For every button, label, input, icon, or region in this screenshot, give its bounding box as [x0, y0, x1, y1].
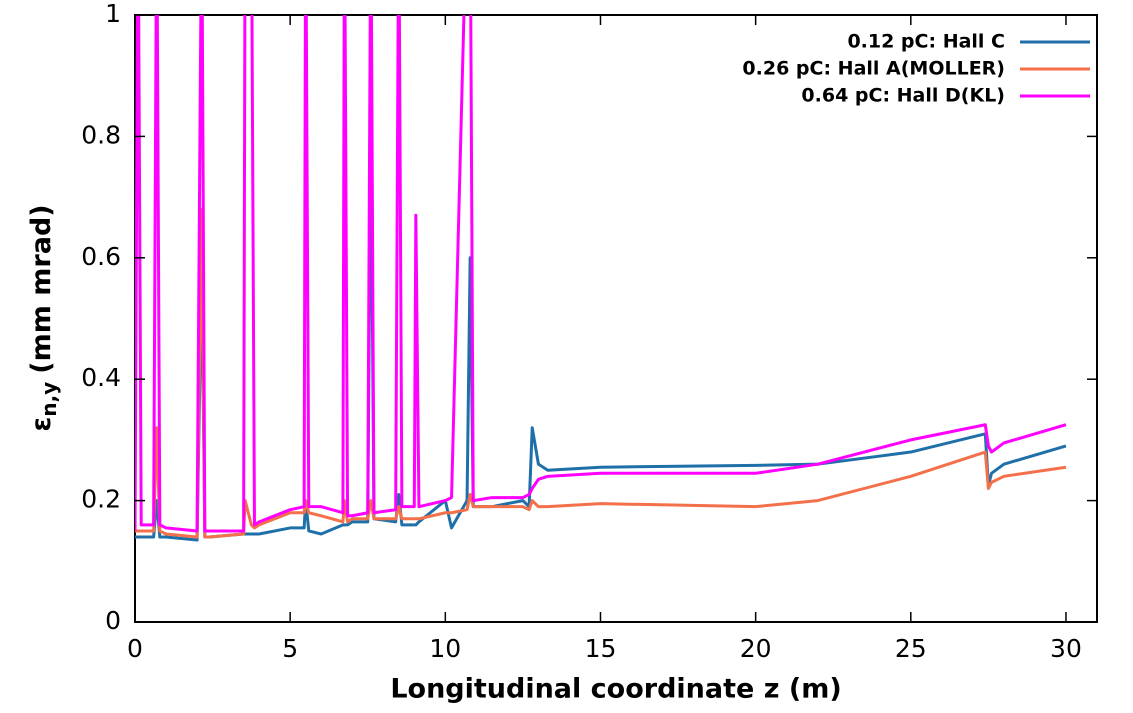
x-tick-label: 10	[429, 634, 461, 663]
series-line	[135, 15, 1067, 533]
x-tick-label: 5	[282, 634, 298, 663]
y-tick-label: 1	[105, 0, 121, 28]
y-tick-label: 0.8	[81, 120, 121, 149]
y-label-unit: (mm mrad)	[26, 204, 57, 373]
y-tick-label: 0.4	[81, 363, 121, 392]
legend-label: 0.12 pC: Hall C	[847, 31, 1005, 53]
y-tick-label: 0.6	[81, 242, 121, 271]
y-tick-label: 0.2	[81, 485, 121, 514]
plot-lines	[135, 15, 1067, 542]
x-tick-label: 25	[895, 634, 927, 663]
x-tick-label: 15	[585, 634, 617, 663]
series-line	[135, 110, 1067, 542]
x-axis-label: Longitudinal coordinate z (m)	[390, 674, 841, 705]
y-label-subscript: n,y	[37, 382, 61, 417]
legend-label: 0.26 pC: Hall A(MOLLER)	[742, 58, 1005, 80]
y-tick-label: 0	[105, 606, 121, 635]
y-label-symbol: ε	[26, 417, 57, 432]
x-tick-label: 0	[127, 634, 143, 663]
y-axis-label: εn,y (mm mrad)	[26, 204, 61, 431]
x-tick-label: 30	[1050, 634, 1082, 663]
x-tick-label: 20	[740, 634, 772, 663]
legend-label: 0.64 pC: Hall D(KL)	[801, 85, 1005, 107]
series-line	[135, 207, 1067, 539]
